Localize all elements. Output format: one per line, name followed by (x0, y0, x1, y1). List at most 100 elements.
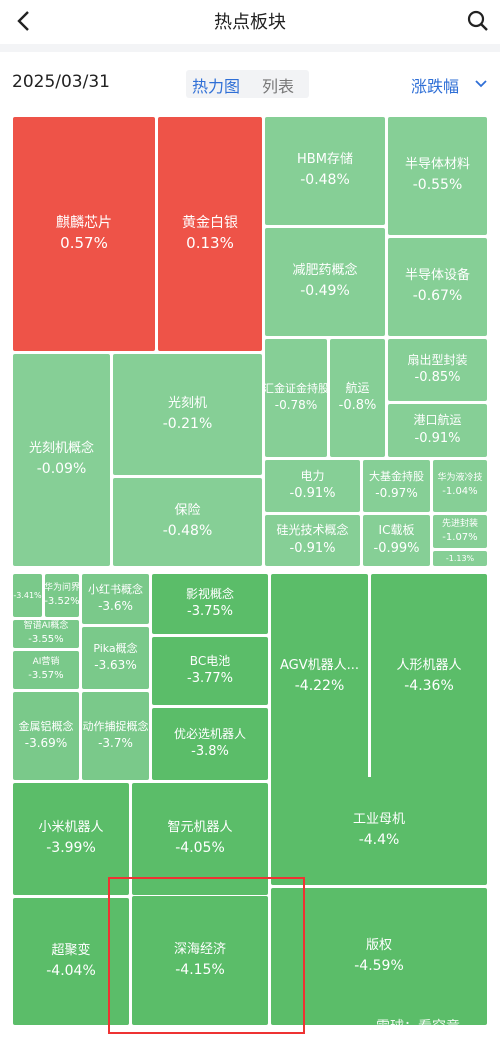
tile-change: -4.59% (354, 957, 404, 974)
tile[interactable]: BC电池 -3.77% (152, 637, 268, 705)
tile[interactable]: 深海经济 -4.15% (132, 896, 268, 1025)
tile[interactable]: AGV机器人... -4.22% (271, 574, 368, 780)
tile[interactable]: 先进封装 -1.07% (433, 515, 487, 548)
tile-name: HBM存储 (297, 152, 353, 168)
tab-list[interactable]: 列表 (262, 77, 295, 96)
tile[interactable]: 超聚变 -4.04% (13, 898, 129, 1025)
tile-name: BC电池 (189, 653, 231, 668)
tile-change: -0.55% (412, 177, 463, 194)
tile-name: 电力 (300, 468, 325, 483)
tile-change: -0.49% (300, 283, 350, 300)
tile[interactable]: 光刻机概念 -0.09% (13, 354, 110, 566)
tile-name: 金属铝概念 (18, 720, 74, 734)
tile[interactable]: 电力 -0.91% (265, 460, 360, 512)
tile-name: 小红书概念 (88, 583, 143, 597)
tab-bar (186, 70, 309, 98)
tile-change: -0.91% (289, 540, 336, 556)
tile-name: 华为问界 (45, 582, 79, 593)
tile[interactable]: 硅光技术概念 -0.91% (265, 515, 360, 566)
tile[interactable]: 保险 -0.48% (113, 478, 262, 566)
tile[interactable]: 华为问界 -3.52% (45, 574, 79, 617)
tile-name: 黄金白银 (182, 214, 238, 231)
tile-change: -3.41% (13, 590, 42, 600)
tile-change: -4.36% (404, 678, 454, 695)
tile-name: 减肥药概念 (292, 263, 358, 279)
tile-name: 深海经济 (173, 941, 226, 957)
tile[interactable]: 智元机器人 -4.05% (132, 783, 268, 895)
tile[interactable]: Pika概念 -3.63% (82, 627, 149, 689)
tile-name: 港口航运 (413, 413, 462, 428)
tile-name: 小米机器人 (38, 820, 104, 836)
tile[interactable]: 影视概念 -3.75% (152, 574, 268, 634)
tile-change: -3.63% (94, 658, 137, 673)
tile-name: Pika概念 (93, 642, 138, 656)
tile[interactable]: 航运 -0.8% (330, 339, 385, 457)
tile-change: -3.77% (187, 671, 233, 687)
tile[interactable]: 麒麟芯片 0.57% (13, 117, 155, 351)
tile-name: 影视概念 (185, 586, 234, 601)
tile[interactable]: 金属铝概念 -3.69% (13, 692, 79, 780)
tile-change: -3.7% (98, 736, 133, 751)
tile-name: 先进封装 (441, 518, 478, 529)
tile[interactable]: 港口航运 -0.91% (388, 404, 487, 457)
tile-change: -3.69% (24, 736, 68, 751)
sort-chevron[interactable] (474, 78, 488, 90)
tile-change: -3.57% (28, 670, 64, 682)
tile-change: -0.48% (300, 172, 350, 189)
tile[interactable]: 小米机器人 -3.99% (13, 783, 129, 895)
tile[interactable]: 人形机器人 -4.36% (371, 574, 487, 780)
search-icon[interactable] (466, 9, 490, 33)
tile-change: 0.57% (60, 234, 108, 253)
tile-change: -0.91% (289, 486, 336, 502)
tile[interactable]: 汇金证金持股 -0.78% (265, 339, 327, 457)
back-icon[interactable] (14, 10, 34, 32)
tile-change: -0.09% (36, 461, 87, 478)
tile[interactable]: 半导体设备 -0.67% (388, 238, 487, 336)
tile[interactable]: -1.13% (433, 551, 487, 566)
tile[interactable]: IC载板 -0.99% (363, 515, 430, 566)
tile[interactable]: 华为液冷技 -1.04% (433, 460, 487, 512)
tile-name: 智谱AI概念 (23, 621, 69, 632)
tile-change: -1.04% (442, 486, 478, 498)
tile-name: 工业母机 (352, 812, 405, 828)
tile[interactable]: 扇出型封装 -0.85% (388, 339, 487, 401)
tile-name: 硅光技术概念 (276, 523, 349, 538)
tile-name: 版权 (365, 937, 392, 953)
tile-change: 0.13% (186, 234, 234, 253)
tile[interactable]: AI营销 -3.57% (13, 651, 79, 689)
tile-name: 动作捕捉概念 (82, 720, 149, 734)
tile-change: -0.91% (414, 430, 461, 446)
tile-name: IC载板 (378, 523, 415, 538)
sort-select[interactable]: 涨跌幅 (411, 77, 460, 96)
tile-change: -0.78% (274, 398, 318, 413)
tile-change: -4.04% (46, 962, 96, 979)
tile-change: -0.97% (375, 486, 418, 501)
tile-name: 光刻机概念 (28, 441, 94, 457)
tile[interactable]: 半导体材料 -0.55% (388, 117, 487, 235)
tile[interactable]: 版权 -4.59% (271, 888, 487, 1025)
tile[interactable]: HBM存储 -0.48% (265, 117, 385, 225)
tile-name: 优必选机器人 (173, 726, 246, 741)
tile-name: 保险 (174, 503, 201, 519)
tile[interactable]: 优必选机器人 -3.8% (152, 708, 268, 780)
tile-name: 扇出型封装 (407, 352, 468, 367)
tile[interactable]: 工业母机 -4.4% (271, 777, 487, 885)
tile[interactable]: 黄金白银 0.13% (158, 117, 262, 351)
tile-change: -0.67% (412, 288, 463, 305)
tile[interactable]: 大基金持股 -0.97% (363, 460, 430, 512)
date: 2025/03/31 (12, 72, 110, 92)
tile[interactable]: 光刻机 -0.21% (113, 354, 262, 475)
tile-name: 超聚变 (51, 942, 91, 958)
tab-heatmap[interactable]: 热力图 (192, 77, 241, 96)
tile[interactable]: 小红书概念 -3.6% (82, 574, 149, 624)
tile[interactable]: 减肥药概念 -0.49% (265, 228, 385, 336)
tile[interactable]: 动作捕捉概念 -3.7% (82, 692, 149, 780)
tile-name: 光刻机 (167, 395, 207, 411)
tile-change: -1.07% (442, 531, 478, 543)
tile-change: -4.4% (358, 832, 400, 849)
tile-name: AGV机器人... (279, 658, 360, 674)
tile-change: -1.13% (445, 553, 475, 563)
tile[interactable]: 智谱AI概念 -3.55% (13, 620, 79, 648)
tile[interactable]: -3.41% (13, 574, 42, 617)
